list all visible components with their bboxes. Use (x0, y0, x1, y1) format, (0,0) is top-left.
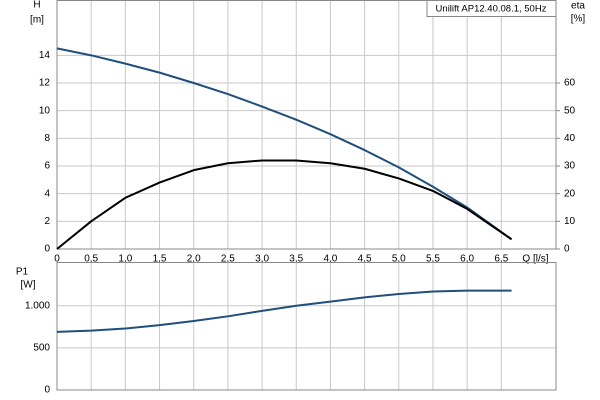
y-tick-label: 0 (44, 244, 50, 255)
y2-tick-label: 50 (564, 105, 576, 116)
x-tick-label: 0,5 (84, 254, 98, 265)
x-tick-label: 2,0 (187, 254, 201, 265)
y2-tick-label: 40 (564, 133, 576, 144)
x-tick-label: 4,5 (358, 254, 372, 265)
x-axis-label: Q [l/s] (522, 254, 548, 265)
y-axis-label: P1 (16, 267, 29, 278)
y-tick-label: 12 (39, 78, 51, 89)
y-tick-label: 500 (33, 343, 50, 354)
legend-box (426, 0, 557, 17)
y2-axis-label: eta (571, 1, 585, 12)
y-tick-label: 14 (39, 50, 51, 61)
y-tick-label: 4 (44, 188, 50, 199)
x-tick-label: 6,0 (460, 254, 474, 265)
y2-axis-unit: [%] (571, 14, 586, 25)
x-tick-label: 5,0 (392, 254, 406, 265)
x-tick-label: 2,5 (221, 254, 235, 265)
y-tick-label: 2 (44, 216, 50, 227)
y2-tick-label: 0 (564, 244, 570, 255)
y-tick-label: 0 (44, 385, 50, 396)
y-axis-unit: [W] (21, 280, 36, 291)
y-tick-label: 6 (44, 161, 50, 172)
curve (56, 47, 513, 241)
curve (56, 289, 512, 333)
y2-tick-label: 10 (564, 216, 576, 227)
y-tick-label: 8 (44, 133, 50, 144)
y-axis-label: H (33, 0, 40, 11)
x-tick-label: 3,5 (289, 254, 303, 265)
legend-text: Unilift AP12.40.08.1, 50Hz (436, 4, 547, 15)
x-tick-label: 1,0 (118, 254, 132, 265)
y-tick-label: 1.000 (25, 300, 50, 311)
plot-frame (56, 0, 557, 250)
x-tick-label: 5,5 (426, 254, 440, 265)
y-axis-unit: [m] (30, 15, 44, 26)
plot-frame (56, 262, 557, 391)
x-tick-label: 6,5 (494, 254, 508, 265)
x-tick-label: 0 (54, 254, 60, 265)
x-tick-label: 4,0 (323, 254, 337, 265)
y2-tick-label: 30 (564, 161, 576, 172)
y2-tick-label: 20 (564, 188, 576, 199)
y2-tick-label: 60 (564, 78, 576, 89)
x-tick-label: 3,0 (255, 254, 269, 265)
x-tick-label: 1,5 (153, 254, 167, 265)
curve (56, 159, 513, 250)
y-tick-label: 10 (39, 105, 51, 116)
